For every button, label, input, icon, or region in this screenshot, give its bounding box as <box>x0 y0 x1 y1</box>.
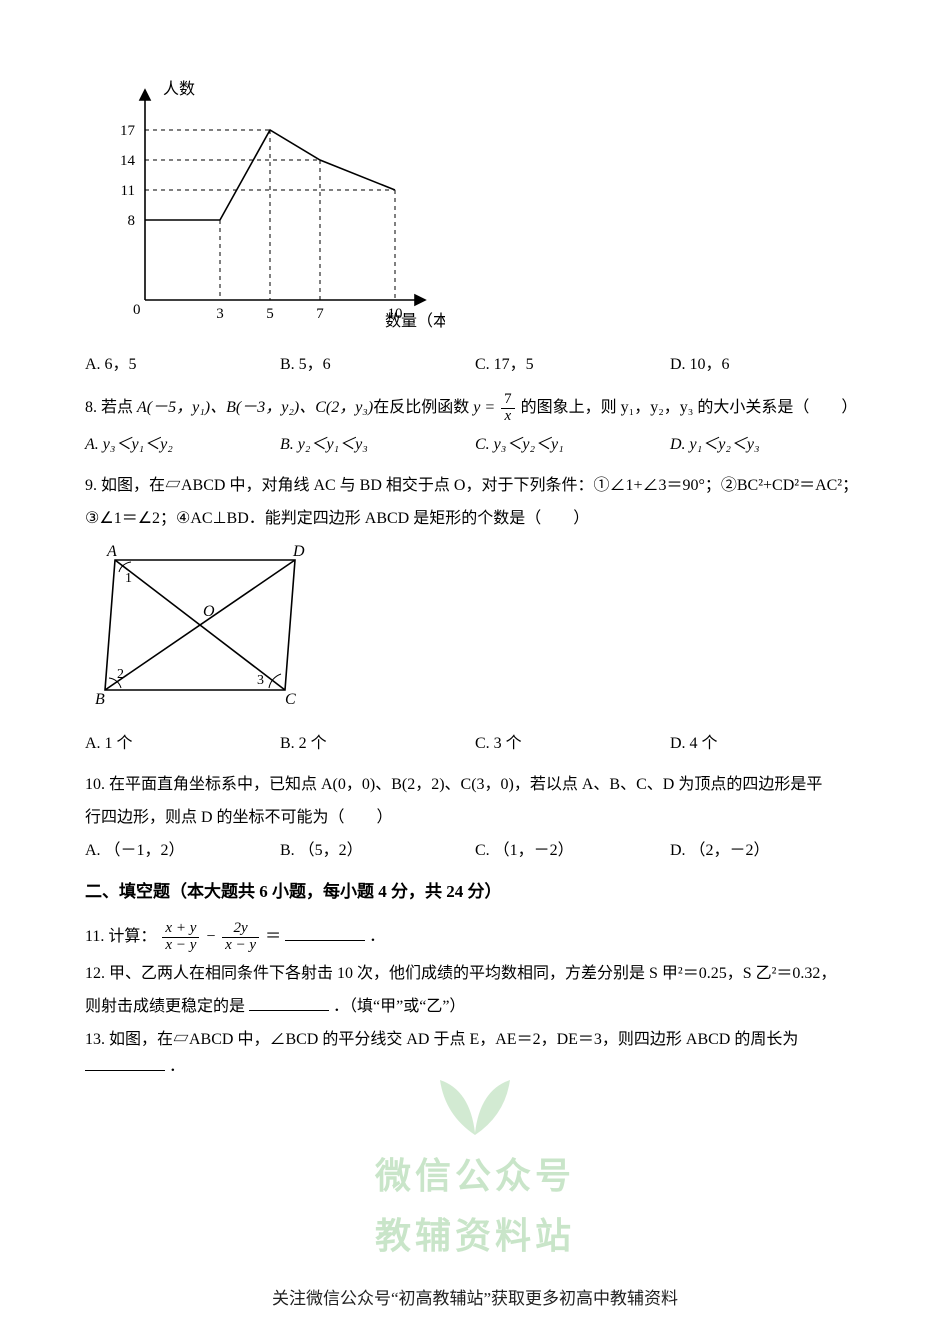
q11-blank <box>285 925 365 941</box>
q8-suffix: 的图象上，则 y₁，y₂，y₃ 的大小关系是（ ） <box>521 399 858 416</box>
q11-eq: ＝ <box>265 928 281 945</box>
q8-frac-den: x <box>501 409 515 425</box>
svg-text:2: 2 <box>117 667 124 682</box>
q10-line2: 行四边形，则点 D 的坐标不可能为（ ） <box>85 804 865 831</box>
q10-opt-c: C. （1，－2） <box>475 837 670 864</box>
q13-a: 13. 如图，在▱ABCD 中，∠BCD 的平分线交 AD 于点 E，AE＝2，… <box>85 1031 798 1048</box>
q8-options: A. y₃＜y₁＜y₂ B. y₂＜y₁＜y₃ C. y₃＜y₂＜y₁ D. y… <box>85 431 865 458</box>
q11-minus: − <box>205 928 216 945</box>
q11-text: 11. 计算： x + y x − y − 2y x − y ＝ ． <box>85 921 865 954</box>
page-footer: 关注微信公众号“初高教辅站”获取更多初高中教辅资料 <box>0 1285 950 1314</box>
q11-f1-den: x − y <box>162 938 199 954</box>
q10-options: A. （－1，2） B. （5，2） C. （1，－2） D. （2，－2） <box>85 837 865 864</box>
svg-text:数量（本）: 数量（本） <box>385 312 445 330</box>
svg-text:3: 3 <box>216 306 224 322</box>
q13-blank <box>85 1055 165 1071</box>
q12-blank <box>249 995 329 1011</box>
q13-b: ． <box>169 1058 185 1075</box>
svg-text:3: 3 <box>257 673 264 688</box>
q9-options: A. 1 个 B. 2 个 C. 3 个 D. 4 个 <box>85 730 865 757</box>
q7-opt-d: D. 10，6 <box>670 351 865 378</box>
parallelogram-svg: A D B C O 1 2 3 <box>85 540 315 710</box>
svg-text:D: D <box>292 543 305 560</box>
q8-prefix: 8. 若点 <box>85 399 137 416</box>
q9-line1: 9. 如图，在▱ABCD 中，对角线 AC 与 BD 相交于点 O，对于下列条件… <box>85 472 865 499</box>
q12-l2b: ．（填“甲”或“乙”） <box>333 998 465 1015</box>
svg-text:0: 0 <box>133 302 141 318</box>
q8-mid: 在反比例函数 <box>373 399 473 416</box>
svg-text:17: 17 <box>120 123 136 139</box>
svg-text:O: O <box>203 603 215 620</box>
watermark-line2: 教辅资料站 <box>0 1205 950 1266</box>
svg-text:5: 5 <box>266 306 274 322</box>
q11-f2-num: 2y <box>222 921 259 938</box>
q8-opt-d: D. y₁＜y₂＜y₃ <box>670 431 865 458</box>
q11-frac2: 2y x − y <box>222 921 259 954</box>
q10-opt-b: B. （5，2） <box>280 837 475 864</box>
q9-line2: ③∠1＝∠2；④AC⊥BD．能判定四边形 ABCD 是矩形的个数是（ ） <box>85 505 865 532</box>
svg-text:11: 11 <box>121 183 135 199</box>
q8-eq-lhs: y = <box>473 399 495 416</box>
q7-options: A. 6，5 B. 5，6 C. 17，5 D. 10，6 <box>85 351 865 378</box>
svg-text:C: C <box>285 691 296 708</box>
line-chart-svg: 0 3 5 7 10 8 11 14 17 人数 数量（ <box>85 70 445 330</box>
q9-opt-a: A. 1 个 <box>85 730 280 757</box>
svg-text:1: 1 <box>125 571 132 586</box>
svg-text:人数: 人数 <box>163 80 195 98</box>
q11-frac1: x + y x − y <box>162 921 199 954</box>
q8-fraction: 7 x <box>501 392 515 425</box>
q9-opt-b: B. 2 个 <box>280 730 475 757</box>
q8-opt-b: B. y₂＜y₁＜y₃ <box>280 431 475 458</box>
q8-points: A(－5，y₁)、B(－3，y₂)、C(2，y₃) <box>137 399 373 416</box>
q8-text: 8. 若点 A(－5，y₁)、B(－3，y₂)、C(2，y₃)在反比例函数 y … <box>85 392 865 425</box>
q12-l2a: 则射击成绩更稳定的是 <box>85 998 245 1015</box>
q11-prefix: 11. 计算： <box>85 928 156 945</box>
q12-line2: 则射击成绩更稳定的是 ．（填“甲”或“乙”） <box>85 993 865 1020</box>
q7-opt-a: A. 6，5 <box>85 351 280 378</box>
q8-opt-a: A. y₃＜y₁＜y₂ <box>85 431 280 458</box>
q7-opt-b: B. 5，6 <box>280 351 475 378</box>
q8-frac-num: 7 <box>501 392 515 409</box>
q10-opt-d: D. （2，－2） <box>670 837 865 864</box>
q8-opt-c: C. y₃＜y₂＜y₁ <box>475 431 670 458</box>
svg-text:A: A <box>106 543 117 560</box>
svg-text:14: 14 <box>120 153 136 169</box>
q9-opt-d: D. 4 个 <box>670 730 865 757</box>
svg-text:7: 7 <box>316 306 324 322</box>
svg-text:B: B <box>95 691 105 708</box>
q9-opt-c: C. 3 个 <box>475 730 670 757</box>
svg-text:8: 8 <box>128 213 136 229</box>
q12-line1: 12. 甲、乙两人在相同条件下各射击 10 次，他们成绩的平均数相同，方差分别是… <box>85 960 865 987</box>
q11-f2-den: x − y <box>222 938 259 954</box>
section-2-header: 二、填空题（本大题共 6 小题，每小题 4 分，共 24 分） <box>85 878 865 907</box>
q9-diagram: A D B C O 1 2 3 <box>85 540 865 719</box>
q11-f1-num: x + y <box>162 921 199 938</box>
watermark-line1: 微信公众号 <box>0 1145 950 1206</box>
q13-text: 13. 如图，在▱ABCD 中，∠BCD 的平分线交 AD 于点 E，AE＝2，… <box>85 1026 865 1080</box>
q7-opt-c: C. 17，5 <box>475 351 670 378</box>
q10-line1: 10. 在平面直角坐标系中，已知点 A(0，0)、B(2，2)、C(3，0)，若… <box>85 771 865 798</box>
q7-chart: 0 3 5 7 10 8 11 14 17 人数 数量（ <box>85 70 865 339</box>
q10-opt-a: A. （－1，2） <box>85 837 280 864</box>
q11-suffix: ． <box>369 928 385 945</box>
